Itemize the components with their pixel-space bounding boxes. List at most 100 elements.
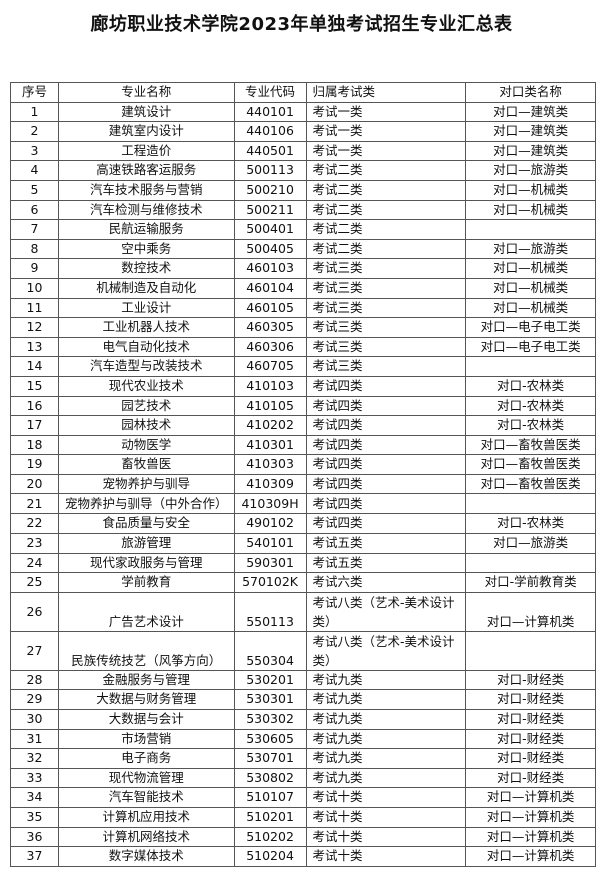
row-counterpart: 对口-学前教育类	[465, 572, 596, 593]
row-major: 汽车检测与维修技术	[57, 199, 235, 221]
row-seq: 8	[10, 238, 59, 260]
row-exam: 考试三类	[305, 336, 467, 358]
row-major: 现代物流管理	[57, 767, 235, 789]
table-row: 34 汽车智能技术 510107 考试十类 对口—计算机类	[10, 787, 596, 808]
row-exam: 考试五类	[305, 552, 467, 574]
row-seq: 19	[10, 454, 59, 475]
row-seq: 1	[10, 101, 59, 123]
row-major: 动物医学	[57, 434, 235, 456]
row-code: 490102	[233, 513, 307, 535]
row-major: 民族传统技艺（风筝方向）	[57, 630, 235, 671]
row-code: 410202	[233, 415, 307, 436]
row-code: 440501	[233, 140, 307, 162]
row-code: 530701	[233, 748, 307, 769]
row-exam: 考试三类	[305, 317, 467, 338]
row-major: 建筑室内设计	[57, 121, 235, 142]
row-exam: 考试四类	[305, 415, 467, 436]
row-major: 现代家政服务与管理	[57, 552, 235, 574]
row-exam: 考试十类	[305, 846, 467, 867]
row-counterpart: 对口—计算机类	[465, 807, 596, 828]
row-counterpart: 对口—旅游类	[465, 533, 596, 554]
row-seq: 17	[10, 415, 59, 436]
row-counterpart: 对口—计算机类	[465, 846, 596, 867]
table-row: 11 工业设计 460105 考试三类 对口—机械类	[10, 297, 596, 319]
row-code: 550113	[233, 591, 307, 632]
row-exam: 考试三类	[305, 356, 467, 377]
row-seq: 24	[10, 552, 59, 574]
row-major: 旅游管理	[57, 533, 235, 554]
table-row: 35 计算机应用技术 510201 考试十类 对口—计算机类	[10, 807, 596, 828]
row-counterpart: 对口-财经类	[465, 669, 596, 691]
row-major: 电子商务	[57, 748, 235, 769]
row-seq: 7	[10, 219, 59, 240]
row-major: 计算机网络技术	[57, 826, 235, 848]
row-code: 460305	[233, 317, 307, 338]
row-counterpart: 对口-财经类	[465, 709, 596, 730]
row-exam: 考试四类	[305, 395, 467, 417]
table-row: 37 数字媒体技术 510204 考试十类 对口—计算机类	[10, 846, 596, 867]
row-major: 机械制造及自动化	[57, 277, 235, 299]
row-seq: 2	[10, 121, 59, 142]
row-seq: 10	[10, 277, 59, 299]
row-counterpart: 对口-农林类	[465, 395, 596, 417]
row-counterpart: 对口-财经类	[465, 767, 596, 789]
row-exam: 考试十类	[305, 826, 467, 848]
row-exam: 考试一类	[305, 101, 467, 123]
table-row: 7 民航运输服务 500401 考试二类	[10, 219, 596, 240]
row-exam: 考试六类	[305, 572, 467, 593]
row-exam: 考试一类	[305, 121, 467, 142]
row-seq: 20	[10, 473, 59, 495]
row-code: 590301	[233, 552, 307, 574]
row-exam: 考试五类	[305, 533, 467, 554]
row-major: 园林技术	[57, 415, 235, 436]
table-row: 12 工业机器人技术 460305 考试三类 对口—电子电工类	[10, 317, 596, 338]
row-exam: 考试二类	[305, 199, 467, 221]
table-row: 26 广告艺术设计 550113 考试八类（艺术-美术设计类） 对口—计算机类	[10, 591, 596, 632]
row-major: 汽车智能技术	[57, 787, 235, 808]
row-major: 汽车造型与改装技术	[57, 356, 235, 377]
row-major: 宠物养护与驯导（中外合作）	[57, 493, 235, 515]
row-major: 大数据与财务管理	[57, 689, 235, 711]
row-major: 高速铁路客运服务	[57, 160, 235, 181]
header-exam: 归属考试类	[305, 82, 467, 103]
table-row: 21 宠物养护与驯导（中外合作） 410309H 考试四类	[10, 493, 596, 515]
table-row: 5 汽车技术服务与营销 500210 考试二类 对口—机械类	[10, 179, 596, 201]
row-exam: 考试一类	[305, 140, 467, 162]
row-major: 园艺技术	[57, 395, 235, 417]
row-seq: 36	[10, 826, 59, 848]
row-seq: 32	[10, 748, 59, 769]
table-row: 10 机械制造及自动化 460104 考试三类 对口—机械类	[10, 277, 596, 299]
row-seq: 25	[10, 572, 59, 593]
row-major: 计算机应用技术	[57, 807, 235, 828]
row-code: 410303	[233, 454, 307, 475]
row-counterpart: 对口—旅游类	[465, 238, 596, 260]
table-row: 13 电气自动化技术 460306 考试三类 对口—电子电工类	[10, 336, 596, 358]
row-code: 530301	[233, 689, 307, 711]
row-exam: 考试十类	[305, 787, 467, 808]
row-counterpart	[465, 630, 596, 671]
table-row: 25 学前教育 570102K 考试六类 对口-学前教育类	[10, 572, 596, 593]
header-major: 专业名称	[57, 82, 235, 103]
row-major: 广告艺术设计	[57, 591, 235, 632]
row-counterpart: 对口—机械类	[465, 179, 596, 201]
row-major: 汽车技术服务与营销	[57, 179, 235, 201]
row-code: 410103	[233, 375, 307, 397]
table-row: 16 园艺技术 410105 考试四类 对口-农林类	[10, 395, 596, 417]
table-row: 14 汽车造型与改装技术 460705 考试三类	[10, 356, 596, 377]
row-counterpart: 对口—计算机类	[465, 591, 596, 632]
row-counterpart: 对口—畜牧兽医类	[465, 454, 596, 475]
row-exam: 考试八类（艺术-美术设计类）	[305, 630, 467, 671]
row-major: 工业设计	[57, 297, 235, 319]
row-major: 数字媒体技术	[57, 846, 235, 867]
table-row: 1 建筑设计 440101 考试一类 对口—建筑类	[10, 101, 596, 123]
row-exam: 考试三类	[305, 258, 467, 279]
header-seq: 序号	[10, 82, 59, 103]
row-counterpart: 对口-财经类	[465, 728, 596, 750]
row-code: 530605	[233, 728, 307, 750]
row-counterpart: 对口—机械类	[465, 277, 596, 299]
row-counterpart: 对口—畜牧兽医类	[465, 473, 596, 495]
row-seq: 5	[10, 179, 59, 201]
row-code: 460306	[233, 336, 307, 358]
row-counterpart	[465, 219, 596, 240]
row-major: 金融服务与管理	[57, 669, 235, 691]
